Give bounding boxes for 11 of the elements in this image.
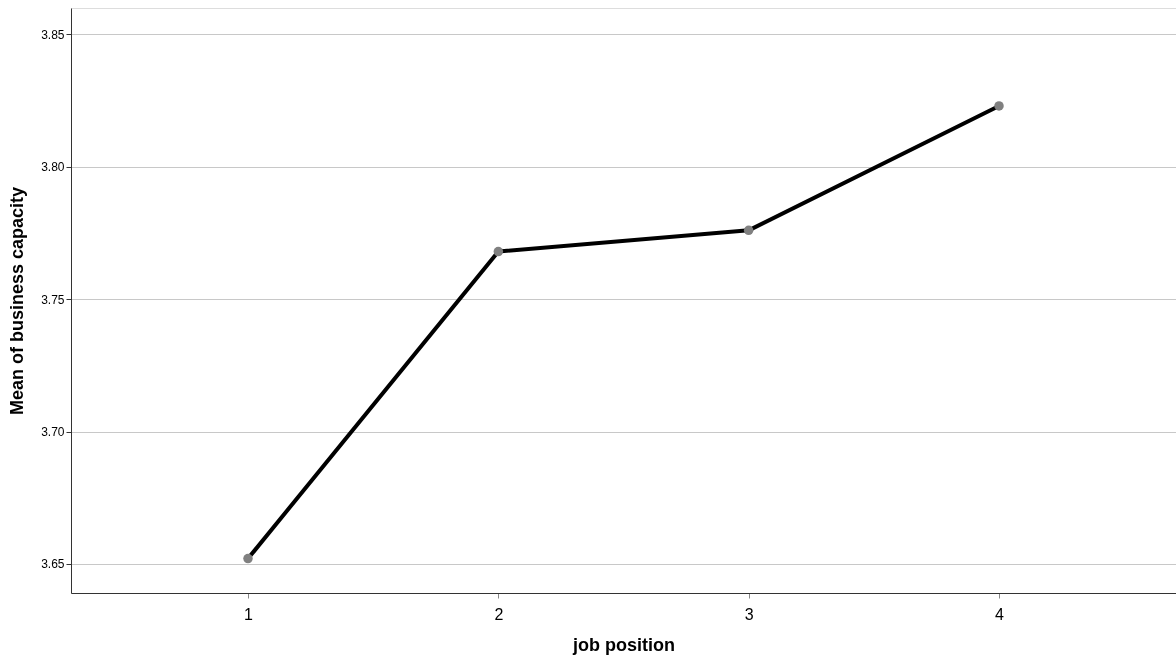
y-tick-label: 3.80	[41, 160, 65, 175]
y-tick-label: 3.75	[41, 292, 65, 307]
y-tick-label: 3.85	[41, 27, 65, 42]
y-tick-label: 3.70	[41, 425, 65, 440]
x-tick-label: 1	[244, 605, 254, 623]
x-tick-label: 4	[995, 605, 1005, 623]
x-tick-label: 3	[744, 605, 754, 623]
y-axis-title: Mean of business capacity	[7, 186, 28, 416]
y-tick-label: 3.65	[41, 557, 65, 572]
x-tick-label: 2	[494, 605, 504, 623]
x-axis-title: job position	[572, 634, 675, 655]
